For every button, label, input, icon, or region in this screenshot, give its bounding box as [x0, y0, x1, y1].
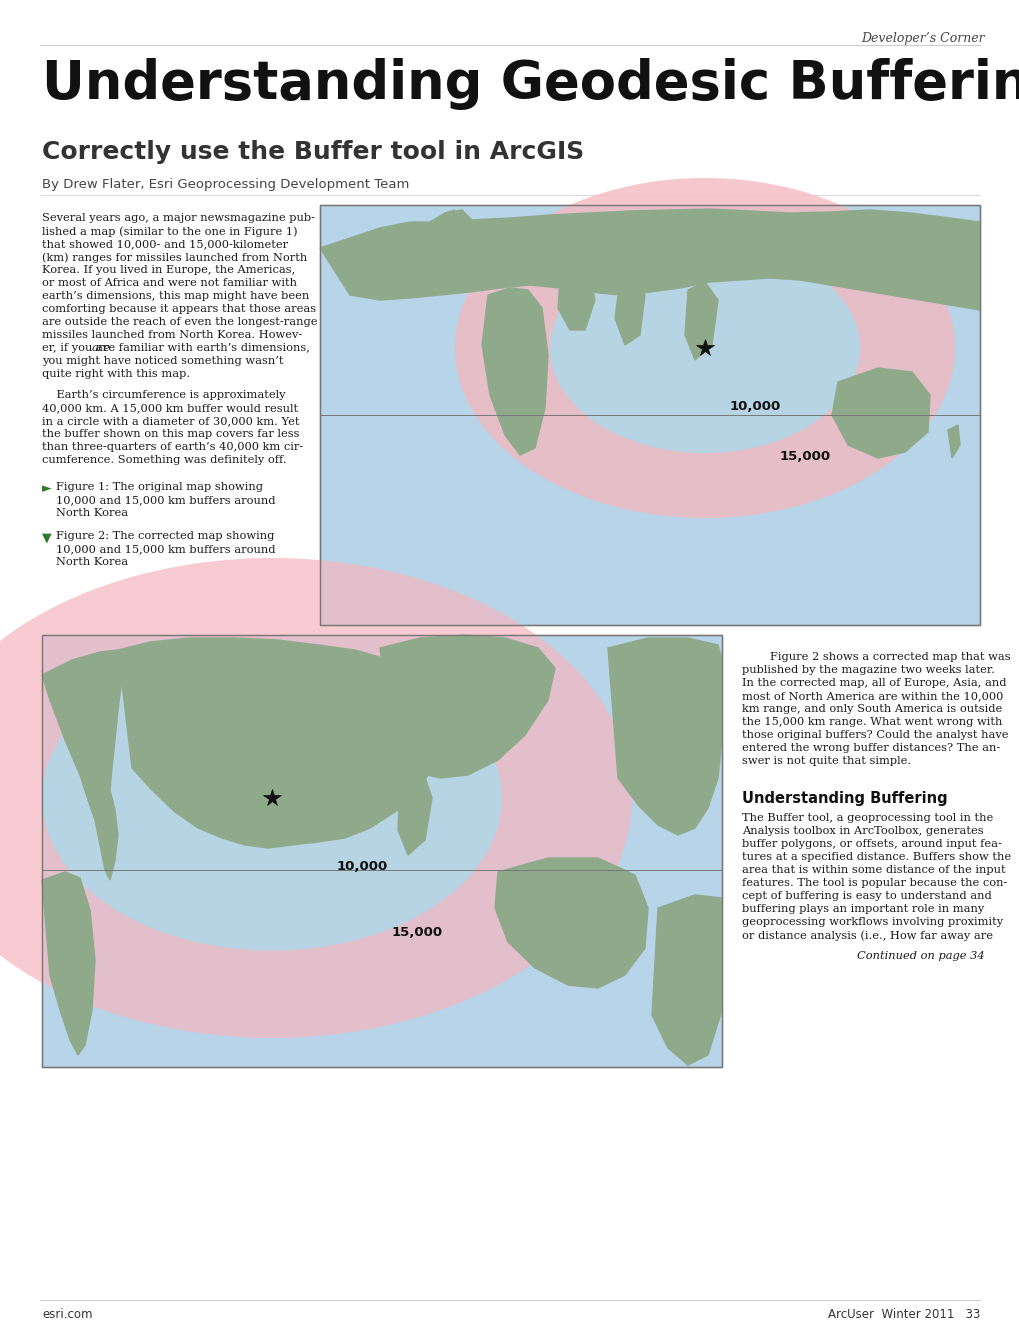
Text: buffer polygons, or offsets, around input fea-: buffer polygons, or offsets, around inpu…	[741, 839, 1001, 849]
Text: in a circle with a diameter of 30,000 km. Yet: in a circle with a diameter of 30,000 km…	[42, 416, 300, 426]
Bar	[42, 636, 721, 1067]
Text: you might have noticed something wasn’t: you might have noticed something wasn’t	[42, 356, 283, 365]
Text: entered the wrong buffer distances? The an-: entered the wrong buffer distances? The …	[741, 743, 1000, 753]
Polygon shape	[832, 368, 929, 458]
Text: lished a map (similar to the one in Figure 1): lished a map (similar to the one in Figu…	[42, 226, 298, 237]
Polygon shape	[947, 425, 959, 458]
Polygon shape	[685, 282, 717, 360]
Text: features. The tool is popular because the con-: features. The tool is popular because th…	[741, 878, 1007, 888]
Polygon shape	[380, 636, 554, 779]
Text: Continued on page 34: Continued on page 34	[857, 951, 984, 961]
Text: that showed 10,000- and 15,000-kilometer: that showed 10,000- and 15,000-kilometer	[42, 240, 287, 249]
Text: than three-quarters of earth’s 40,000 km cir-: than three-quarters of earth’s 40,000 km…	[42, 442, 303, 451]
Text: Understanding Geodesic Buffering: Understanding Geodesic Buffering	[42, 58, 1019, 110]
Text: Developer’s Corner: Developer’s Corner	[860, 32, 984, 45]
Bar	[320, 205, 979, 625]
Text: er, if you are familiar with earth’s dimensions,: er, if you are familiar with earth’s dim…	[42, 343, 310, 354]
Polygon shape	[651, 895, 721, 1064]
Text: 15,000: 15,000	[391, 925, 442, 939]
Text: 10,000 and 15,000 km buffers around: 10,000 and 15,000 km buffers around	[56, 495, 275, 504]
Text: Correctly use the Buffer tool in ArcGIS: Correctly use the Buffer tool in ArcGIS	[42, 140, 584, 164]
Text: 10,000: 10,000	[336, 861, 388, 873]
Ellipse shape	[549, 244, 859, 453]
Text: Several years ago, a major newsmagazine pub-: Several years ago, a major newsmagazine …	[42, 213, 315, 222]
Polygon shape	[439, 211, 472, 230]
Text: tures at a specified distance. Buffers show the: tures at a specified distance. Buffers s…	[741, 853, 1010, 862]
Text: By Drew Flater, Esri Geoprocessing Development Team: By Drew Flater, Esri Geoprocessing Devel…	[42, 177, 409, 191]
Text: km range, and only South America is outside: km range, and only South America is outs…	[741, 704, 1002, 714]
Text: comforting because it appears that those areas: comforting because it appears that those…	[42, 305, 316, 314]
Text: North Korea: North Korea	[56, 508, 128, 518]
Text: 40,000 km. A 15,000 km buffer would result: 40,000 km. A 15,000 km buffer would resu…	[42, 402, 298, 413]
Text: Understanding Buffering: Understanding Buffering	[741, 790, 947, 806]
Text: area that is within some distance of the input: area that is within some distance of the…	[741, 865, 1005, 875]
Text: are: are	[92, 343, 111, 354]
Text: geoprocessing workflows involving proximity: geoprocessing workflows involving proxim…	[741, 918, 1002, 927]
Text: North Korea: North Korea	[56, 557, 128, 567]
Text: Figure 1: The original map showing: Figure 1: The original map showing	[56, 482, 263, 493]
Text: In the corrected map, all of Europe, Asia, and: In the corrected map, all of Europe, Asi…	[741, 678, 1006, 688]
Text: esri.com: esri.com	[42, 1308, 93, 1321]
Text: or distance analysis (i.e., How far away are: or distance analysis (i.e., How far away…	[741, 929, 993, 940]
Polygon shape	[428, 211, 454, 228]
Text: Analysis toolbox in ArcToolbox, generates: Analysis toolbox in ArcToolbox, generate…	[741, 826, 982, 835]
Polygon shape	[320, 209, 979, 310]
Polygon shape	[607, 638, 721, 835]
Text: quite right with this map.: quite right with this map.	[42, 369, 190, 379]
Text: ▼: ▼	[42, 531, 52, 544]
Text: the 15,000 km range. What went wrong with: the 15,000 km range. What went wrong wit…	[741, 718, 1002, 727]
Text: published by the magazine two weeks later.: published by the magazine two weeks late…	[741, 665, 994, 675]
Polygon shape	[482, 289, 547, 455]
Polygon shape	[42, 873, 95, 1055]
Text: ►: ►	[42, 482, 52, 495]
Text: Earth’s circumference is approximately: Earth’s circumference is approximately	[42, 391, 285, 400]
Text: the buffer shown on this map covers far less: the buffer shown on this map covers far …	[42, 429, 300, 440]
Polygon shape	[954, 222, 979, 295]
Text: ArcUser  Winter 2011   33: ArcUser Winter 2011 33	[826, 1308, 979, 1321]
Polygon shape	[557, 270, 594, 330]
Text: earth’s dimensions, this map might have been: earth’s dimensions, this map might have …	[42, 291, 309, 301]
Text: buffering plays an important role in many: buffering plays an important role in man…	[741, 904, 983, 914]
Polygon shape	[494, 858, 647, 988]
Text: The Buffer tool, a geoprocessing tool in the: The Buffer tool, a geoprocessing tool in…	[741, 813, 993, 824]
Text: Korea. If you lived in Europe, the Americas,: Korea. If you lived in Europe, the Ameri…	[42, 265, 294, 275]
Polygon shape	[614, 271, 644, 346]
Text: missiles launched from North Korea. Howev-: missiles launched from North Korea. Howe…	[42, 330, 302, 340]
Polygon shape	[118, 638, 447, 847]
Text: 10,000: 10,000	[730, 400, 781, 413]
Text: cept of buffering is easy to understand and: cept of buffering is easy to understand …	[741, 891, 990, 902]
Text: 10,000 and 15,000 km buffers around: 10,000 and 15,000 km buffers around	[56, 544, 275, 553]
Text: (km) ranges for missiles launched from North: (km) ranges for missiles launched from N…	[42, 252, 307, 262]
Ellipse shape	[0, 557, 632, 1038]
Text: swer is not quite that simple.: swer is not quite that simple.	[741, 756, 910, 767]
Text: cumference. Something was definitely off.: cumference. Something was definitely off…	[42, 455, 286, 465]
Text: those original buffers? Could the analyst have: those original buffers? Could the analys…	[741, 730, 1008, 740]
Polygon shape	[397, 768, 432, 855]
Text: Figure 2: The corrected map showing: Figure 2: The corrected map showing	[56, 531, 274, 542]
Text: Figure 2 shows a corrected map that was: Figure 2 shows a corrected map that was	[769, 651, 1010, 662]
Text: 15,000: 15,000	[780, 450, 830, 463]
Text: or most of Africa and were not familiar with: or most of Africa and were not familiar …	[42, 278, 297, 289]
Text: most of North America are within the 10,000: most of North America are within the 10,…	[741, 691, 1003, 700]
Text: are outside the reach of even the longest-range: are outside the reach of even the longes…	[42, 316, 317, 327]
Bar	[320, 205, 979, 625]
Polygon shape	[42, 650, 125, 880]
Bar	[42, 636, 721, 1067]
Ellipse shape	[42, 646, 501, 951]
Ellipse shape	[454, 177, 954, 518]
Polygon shape	[747, 240, 767, 267]
